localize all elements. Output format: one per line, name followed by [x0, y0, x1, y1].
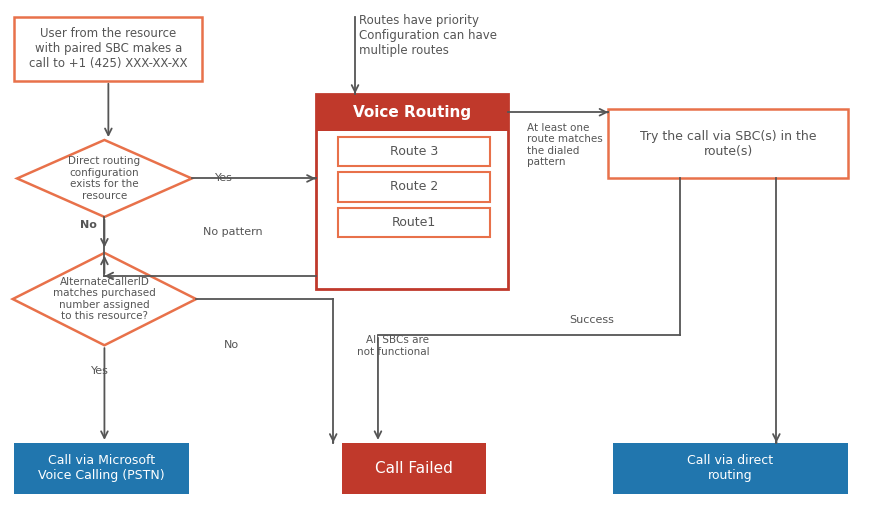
- Text: Success: Success: [569, 315, 614, 325]
- Text: Try the call via SBC(s) in the
route(s): Try the call via SBC(s) in the route(s): [640, 130, 816, 158]
- Text: Call Failed: Call Failed: [375, 461, 453, 476]
- FancyBboxPatch shape: [337, 172, 491, 202]
- Text: User from the resource
with paired SBC makes a
call to +1 (425) XXX-XX-XX: User from the resource with paired SBC m…: [29, 27, 187, 70]
- Text: Yes: Yes: [215, 173, 233, 184]
- Text: Call via direct
routing: Call via direct routing: [688, 455, 774, 482]
- FancyBboxPatch shape: [315, 94, 508, 131]
- FancyBboxPatch shape: [15, 17, 202, 81]
- Text: Routes have priority
Configuration can have
multiple routes: Routes have priority Configuration can h…: [359, 14, 498, 57]
- Text: No pattern: No pattern: [203, 228, 263, 237]
- Text: Route1: Route1: [392, 216, 436, 229]
- Text: Yes: Yes: [91, 366, 110, 376]
- FancyBboxPatch shape: [608, 109, 849, 179]
- FancyBboxPatch shape: [342, 443, 486, 494]
- Text: At least one
route matches
the dialed
pattern: At least one route matches the dialed pa…: [527, 123, 603, 168]
- Text: No: No: [80, 220, 97, 230]
- FancyBboxPatch shape: [315, 94, 508, 289]
- Text: No: No: [224, 340, 239, 350]
- FancyBboxPatch shape: [337, 208, 491, 237]
- Text: AlternateCallerID
matches purchased
number assigned
to this resource?: AlternateCallerID matches purchased numb…: [53, 277, 156, 321]
- Text: All SBCs are
not functional: All SBCs are not functional: [357, 335, 429, 357]
- FancyBboxPatch shape: [15, 443, 189, 494]
- FancyBboxPatch shape: [612, 443, 849, 494]
- Text: Route 2: Route 2: [390, 181, 438, 194]
- Text: Direct routing
configuration
exists for the
resource: Direct routing configuration exists for …: [68, 156, 140, 201]
- FancyBboxPatch shape: [337, 137, 491, 166]
- Text: Voice Routing: Voice Routing: [353, 105, 471, 120]
- Text: Route 3: Route 3: [390, 145, 438, 158]
- Text: Call via Microsoft
Voice Calling (PSTN): Call via Microsoft Voice Calling (PSTN): [39, 455, 165, 482]
